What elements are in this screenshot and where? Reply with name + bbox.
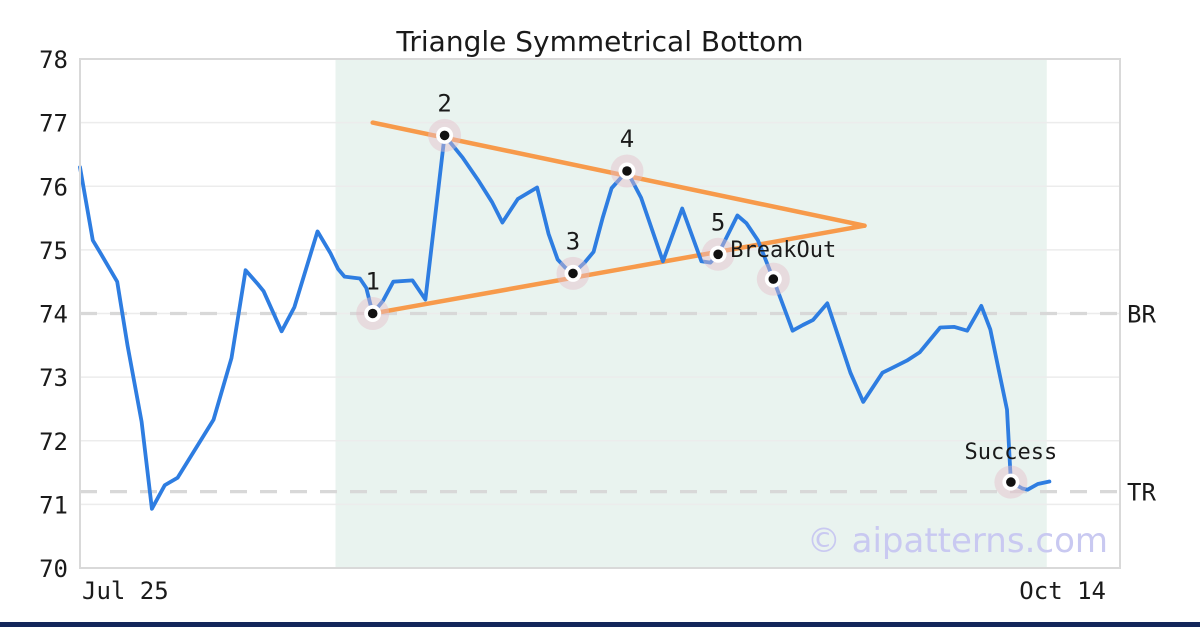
chart-title: Triangle Symmetrical Bottom — [395, 25, 803, 58]
pattern-point-1-dot — [367, 308, 378, 319]
pattern-point-label-3: 3 — [566, 227, 580, 255]
level-label-tr: TR — [1127, 479, 1156, 507]
pattern-point-label-4: 4 — [620, 125, 634, 153]
pattern-point-label-1: 1 — [365, 268, 379, 296]
y-tick-label-78: 78 — [39, 46, 68, 74]
footer-accent-bar — [0, 622, 1200, 627]
y-tick-label-77: 77 — [39, 110, 68, 138]
pattern-point-5-dot — [713, 249, 723, 260]
pattern-point-3-dot — [568, 268, 578, 279]
pattern-point-4-dot — [622, 166, 632, 176]
success-marker-dot — [1006, 477, 1016, 487]
x-tick-label-right: Oct 14 — [1019, 577, 1106, 605]
y-tick-label-72: 72 — [39, 428, 68, 456]
pattern-point-label-5: 5 — [711, 208, 725, 236]
y-tick-label-76: 76 — [39, 173, 68, 201]
plot-border — [79, 58, 1121, 569]
pattern-point-label-2: 2 — [437, 89, 451, 117]
breakout-marker-dot — [768, 274, 779, 284]
y-tick-label-75: 75 — [39, 237, 68, 265]
watermark: © aipatterns.com — [807, 521, 1108, 561]
breakout-label: BreakOut — [730, 238, 836, 263]
y-tick-label-74: 74 — [39, 301, 68, 329]
level-label-br: BR — [1127, 301, 1156, 329]
success-label: Success — [965, 440, 1058, 465]
upper-trendline — [370, 120, 867, 228]
y-tick-label-73: 73 — [39, 364, 68, 392]
y-tick-label-71: 71 — [39, 491, 68, 519]
x-tick-label-left: Jul 25 — [82, 577, 169, 605]
y-tick-label-70: 70 — [39, 555, 68, 583]
lower-trendline — [370, 223, 867, 316]
chart-background-layer: 70 71 72 73 74 75 76 77 78 BR TR — [39, 46, 1156, 583]
pattern-point-2-dot — [439, 130, 450, 141]
